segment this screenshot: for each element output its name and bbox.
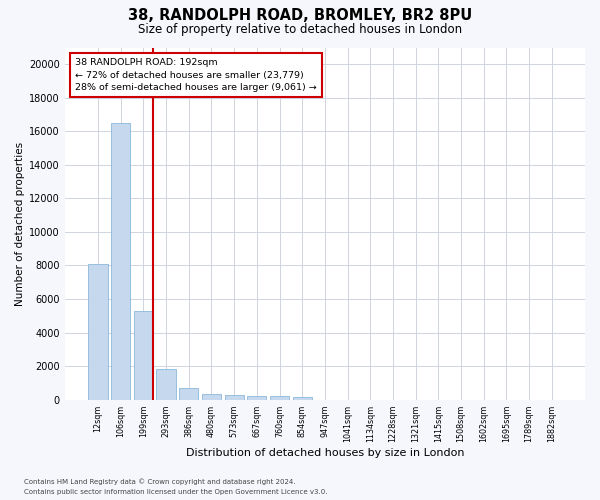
Bar <box>88 264 108 400</box>
Bar <box>247 396 266 400</box>
Bar <box>293 398 312 400</box>
Bar <box>270 396 289 400</box>
Text: 38 RANDOLPH ROAD: 192sqm
← 72% of detached houses are smaller (23,779)
28% of se: 38 RANDOLPH ROAD: 192sqm ← 72% of detach… <box>75 58 317 92</box>
Text: Contains HM Land Registry data © Crown copyright and database right 2024.: Contains HM Land Registry data © Crown c… <box>24 478 296 485</box>
Bar <box>134 310 153 400</box>
Text: Contains public sector information licensed under the Open Government Licence v3: Contains public sector information licen… <box>24 489 328 495</box>
Bar <box>111 123 130 400</box>
Bar <box>157 368 176 400</box>
X-axis label: Distribution of detached houses by size in London: Distribution of detached houses by size … <box>185 448 464 458</box>
Text: Size of property relative to detached houses in London: Size of property relative to detached ho… <box>138 24 462 36</box>
Text: 38, RANDOLPH ROAD, BROMLEY, BR2 8PU: 38, RANDOLPH ROAD, BROMLEY, BR2 8PU <box>128 8 472 22</box>
Bar <box>179 388 199 400</box>
Bar <box>224 395 244 400</box>
Bar <box>202 394 221 400</box>
Y-axis label: Number of detached properties: Number of detached properties <box>15 142 25 306</box>
